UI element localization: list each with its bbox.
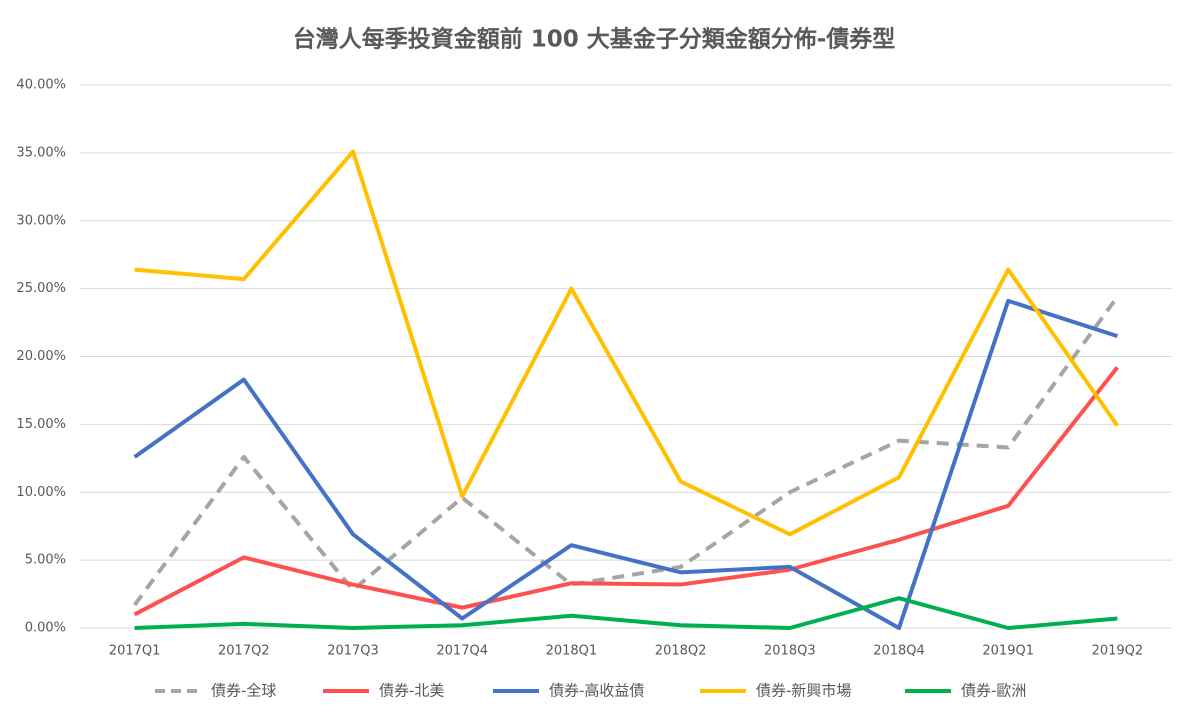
y-tick-label: 25.00%	[16, 281, 66, 296]
legend-text: 債券-北美	[379, 682, 444, 700]
y-tick-label: 20.00%	[16, 349, 66, 364]
series-line	[134, 149, 1120, 537]
y-tick-label: 0.00%	[25, 621, 66, 636]
x-tick-label: 2017Q3	[327, 644, 379, 659]
legend-text: 債券-高收益債	[549, 682, 644, 700]
series-line	[133, 366, 1119, 617]
x-tick-label: 2018Q4	[873, 644, 925, 659]
series-line	[134, 596, 1118, 630]
x-tick-label: 2018Q1	[546, 644, 598, 659]
x-tick-label: 2017Q4	[436, 644, 488, 659]
legend-text: 債券-新興市場	[756, 682, 851, 700]
series-line	[133, 298, 1119, 630]
x-tick-label: 2018Q2	[655, 644, 707, 659]
x-tick-label: 2018Q3	[764, 644, 816, 659]
chart-title: 台灣人每季投資金額前 100 大基金子分類金額分佈-債券型	[293, 26, 896, 53]
legend-text: 債券-歐洲	[961, 682, 1026, 700]
y-tick-label: 30.00%	[16, 213, 66, 228]
y-tick-label: 40.00%	[16, 78, 66, 93]
x-tick-label: 2019Q2	[1092, 644, 1144, 659]
x-tick-label: 2019Q1	[982, 644, 1034, 659]
y-tick-label: 10.00%	[16, 485, 66, 500]
x-tick-label: 2017Q2	[218, 644, 270, 659]
x-tick-label: 2017Q1	[109, 644, 161, 659]
y-tick-label: 5.00%	[25, 553, 66, 568]
legend-text: 債券-全球	[211, 682, 276, 700]
y-tick-label: 15.00%	[16, 417, 66, 432]
y-tick-label: 35.00%	[16, 145, 66, 160]
series-line	[132, 295, 1120, 607]
